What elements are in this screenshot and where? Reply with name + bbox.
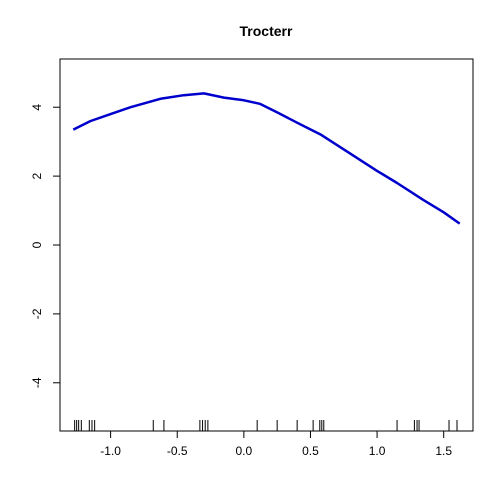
y-tick-label: -2 xyxy=(30,308,44,319)
x-tick-label: 1.5 xyxy=(435,444,452,458)
x-tick-label: -1.0 xyxy=(100,444,121,458)
y-tick-label: 2 xyxy=(30,172,44,179)
chart-title: Trocterr xyxy=(240,23,293,39)
x-tick-label: 0.5 xyxy=(302,444,319,458)
y-tick-label: 4 xyxy=(30,104,44,111)
series-line xyxy=(72,92,461,225)
series-lines xyxy=(72,92,461,225)
x-axis: -1.0 -0.5 0.0 0.5 1.0 1.5 xyxy=(100,430,452,458)
x-tick-label: -0.5 xyxy=(167,444,188,458)
y-tick-label: -4 xyxy=(30,377,44,388)
x-tick-label: 1.0 xyxy=(369,444,386,458)
y-tick-label: 0 xyxy=(30,241,44,248)
y-axis: -4 -2 0 2 4 xyxy=(30,104,61,388)
rug-marks xyxy=(74,420,458,431)
x-tick-label: 0.0 xyxy=(236,444,253,458)
